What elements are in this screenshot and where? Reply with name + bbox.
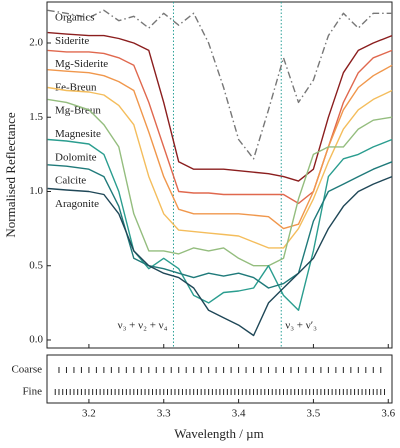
spectrum-line: [47, 161, 393, 289]
annotation: ν₃ + ν₂ + ν₄: [118, 320, 168, 332]
row-label: Fine: [22, 386, 42, 398]
spectrum-line: [47, 9, 392, 160]
x-tick-label: 3.4: [232, 408, 246, 420]
annotation: ν₃ + ν′₃: [285, 320, 317, 332]
x-tick-label: 3.3: [157, 408, 171, 420]
top-frame: [46, 1, 393, 349]
spectrum-line: [47, 138, 393, 311]
x-tick-label: 3.6: [381, 408, 395, 420]
legend-label: Mg-Breun: [55, 105, 101, 117]
legend-label: Siderite: [55, 35, 89, 47]
legend-label: Mg-Siderite: [55, 58, 108, 70]
legend-label: Aragonite: [55, 198, 99, 210]
row-label: Coarse: [11, 364, 42, 376]
spectrum-line: [47, 86, 393, 249]
spectrum-line: [47, 98, 393, 267]
legend-label: Calcite: [55, 175, 86, 187]
legend-label: Magnesite: [55, 128, 101, 140]
y-tick-label: 1.5: [29, 111, 43, 123]
y-axis-label: Normalised Reflectance: [3, 112, 18, 237]
spectrum-line: [47, 31, 393, 182]
y-tick-label: 1.0: [29, 185, 43, 197]
legend-label: Organics: [55, 12, 95, 24]
spectrum-line: [47, 49, 393, 205]
y-tick-label: 0.0: [29, 334, 43, 346]
spectrum-line: [47, 64, 393, 230]
spectrum-line: [47, 175, 393, 337]
y-tick-label: 2.0: [29, 37, 43, 49]
y-tick-label: 0.5: [29, 259, 43, 271]
x-tick-label: 3.5: [307, 408, 321, 420]
x-axis-label: Wavelength / µm: [174, 426, 263, 441]
bottom-frame: [46, 354, 393, 404]
legend-label: Dolomite: [55, 151, 97, 163]
x-tick-label: 3.2: [82, 408, 96, 420]
